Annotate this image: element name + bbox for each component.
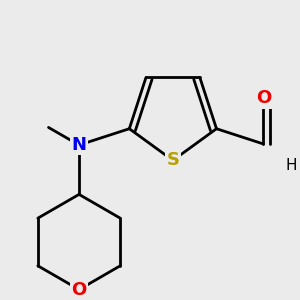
Text: N: N xyxy=(71,136,86,154)
Text: O: O xyxy=(71,280,87,298)
Text: O: O xyxy=(256,89,271,107)
Text: S: S xyxy=(167,152,179,169)
Text: H: H xyxy=(286,158,297,172)
